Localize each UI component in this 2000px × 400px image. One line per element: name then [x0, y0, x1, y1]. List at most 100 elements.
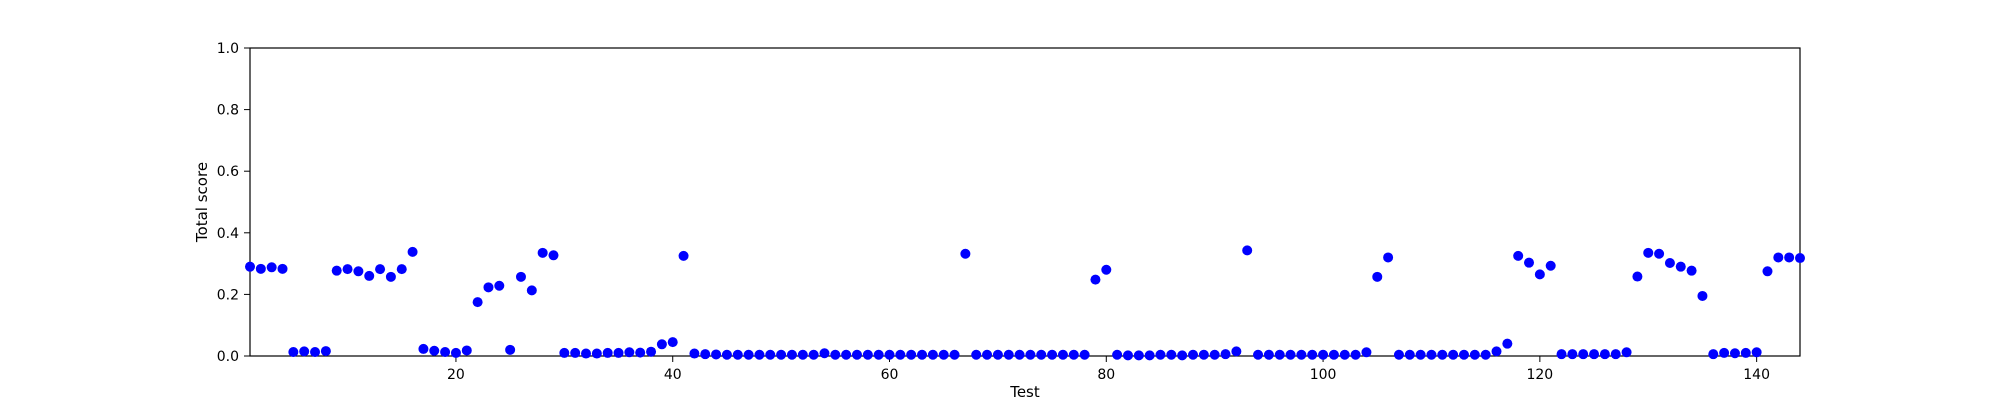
- data-point: [245, 261, 255, 272]
- data-point: [732, 349, 743, 360]
- data-point: [342, 264, 353, 275]
- data-point: [678, 250, 689, 261]
- data-point: [1361, 347, 1372, 358]
- data-point: [971, 349, 982, 360]
- data-point: [320, 346, 331, 357]
- data-point: [1057, 349, 1068, 360]
- data-point: [1480, 349, 1491, 360]
- data-point: [1090, 274, 1101, 285]
- data-point: [830, 349, 841, 360]
- data-point: [1198, 349, 1209, 360]
- data-point: [884, 349, 895, 360]
- data-point: [1751, 347, 1762, 358]
- data-point: [385, 271, 396, 282]
- data-point: [548, 250, 559, 261]
- data-point: [819, 348, 830, 359]
- data-point: [472, 297, 483, 308]
- data-point: [1762, 266, 1773, 277]
- data-point: [1296, 349, 1307, 360]
- data-point: [1524, 257, 1535, 268]
- data-point: [364, 270, 375, 281]
- data-point: [1773, 252, 1784, 263]
- data-point: [255, 263, 266, 274]
- data-point: [1415, 349, 1426, 360]
- data-point: [1307, 349, 1318, 360]
- data-point: [1654, 248, 1665, 259]
- y-tick-label: 1.0: [217, 41, 239, 57]
- data-point: [1545, 260, 1556, 271]
- data-point: [938, 349, 949, 360]
- y-tick-label: 0.8: [217, 103, 239, 119]
- data-point: [407, 246, 418, 257]
- data-point: [1437, 349, 1448, 360]
- data-point: [1328, 349, 1339, 360]
- data-point: [602, 347, 613, 358]
- data-point: [1610, 349, 1621, 360]
- data-point: [841, 349, 852, 360]
- data-point: [1122, 350, 1133, 361]
- data-point: [1209, 349, 1220, 360]
- data-point: [1155, 349, 1166, 360]
- data-point: [1675, 261, 1686, 272]
- data-point: [450, 347, 461, 358]
- data-point: [396, 264, 407, 275]
- data-point: [917, 349, 928, 360]
- data-point: [656, 339, 667, 350]
- data-point: [1469, 349, 1480, 360]
- data-point: [1795, 253, 1805, 264]
- data-point: [949, 349, 960, 360]
- data-point: [797, 349, 808, 360]
- data-point: [1643, 247, 1654, 258]
- x-tick-label: 60: [881, 367, 899, 383]
- data-point: [1383, 252, 1394, 263]
- data-point: [808, 349, 819, 360]
- data-point: [418, 343, 429, 354]
- data-point: [483, 282, 494, 293]
- data-point: [1784, 252, 1795, 263]
- data-point: [1231, 346, 1242, 357]
- data-point: [331, 265, 342, 276]
- y-tick-label: 0.6: [217, 164, 239, 180]
- data-point: [581, 348, 592, 359]
- data-point: [873, 349, 884, 360]
- data-point: [1589, 349, 1600, 360]
- data-point: [689, 348, 700, 359]
- data-point: [646, 346, 657, 357]
- data-point: [1025, 349, 1036, 360]
- data-point: [375, 264, 386, 275]
- data-point: [1578, 349, 1589, 360]
- data-point: [711, 349, 722, 360]
- data-point: [1339, 349, 1350, 360]
- data-point: [1372, 271, 1383, 282]
- data-point: [1491, 346, 1502, 357]
- data-point: [927, 349, 938, 360]
- data-point: [1567, 349, 1578, 360]
- data-point: [591, 348, 602, 359]
- data-point: [1068, 349, 1079, 360]
- data-point: [1740, 347, 1751, 358]
- data-point: [700, 349, 711, 360]
- data-point: [1177, 350, 1188, 361]
- data-point: [310, 346, 321, 357]
- y-axis-ticks: 0.0 0.2 0.4 0.6 0.8 1.0: [217, 41, 250, 365]
- x-axis-ticks: 20 40 60 80 100 120 140: [447, 356, 1770, 383]
- x-tick-label: 140: [1743, 367, 1770, 383]
- y-tick-label: 0.2: [217, 287, 239, 303]
- data-point: [1014, 349, 1025, 360]
- data-point: [1719, 347, 1730, 358]
- data-point: [570, 347, 581, 358]
- data-point: [1350, 349, 1361, 360]
- data-point: [862, 349, 873, 360]
- data-point: [982, 349, 993, 360]
- data-point: [992, 349, 1003, 360]
- x-tick-label: 80: [1097, 367, 1115, 383]
- data-point: [1458, 349, 1469, 360]
- data-point: [721, 349, 732, 360]
- y-tick-label: 0.4: [217, 226, 239, 242]
- data-point: [1697, 290, 1708, 301]
- data-point: [1242, 245, 1253, 256]
- data-point: [1220, 349, 1231, 360]
- data-point: [1729, 348, 1740, 359]
- data-point: [1599, 349, 1610, 360]
